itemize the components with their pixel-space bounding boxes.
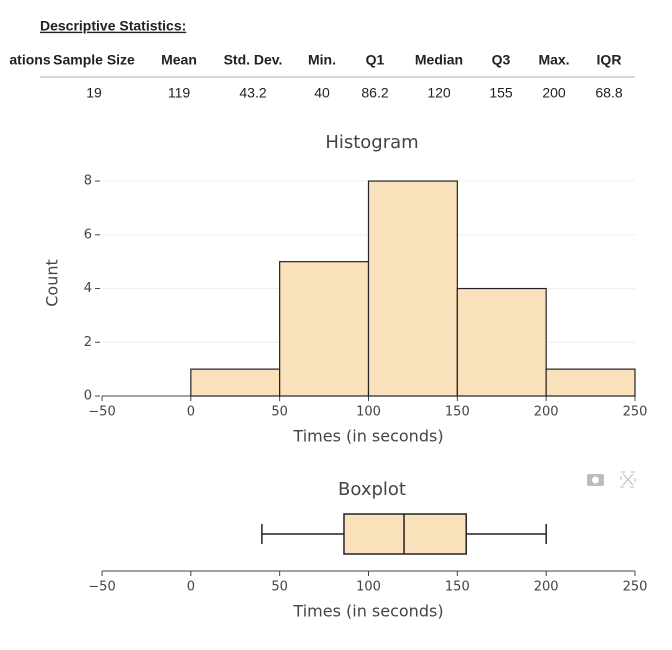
table-cell: 19 [86,85,102,101]
chart-title: Boxplot [338,479,406,500]
y-axis-title: Count [43,259,62,307]
table-header: Std. Dev. [224,52,283,68]
table-cell: 155 [489,85,513,101]
y-tick-label: 6 [84,227,92,242]
x-tick-label: 200 [534,580,559,595]
table-header: Min. [308,52,336,68]
table-cell: 68.8 [595,85,622,101]
table-header: IQR [597,52,622,68]
table-header: Max. [538,52,569,68]
table-header: Q3 [492,52,511,68]
x-axis-title: Times (in seconds) [292,602,443,621]
table-cell: 200 [542,85,566,101]
x-axis-title: Times (in seconds) [292,427,443,446]
x-tick-label: 150 [445,405,470,420]
y-tick-label: 0 [84,389,92,404]
table-cell: 120 [427,85,451,101]
x-tick-label: 250 [623,405,648,420]
table-cell: 40 [314,85,330,101]
y-tick-label: 8 [84,174,92,189]
table-header: Q1 [366,52,385,68]
table-header: Mean [161,52,197,68]
box [343,513,467,555]
camera-lens [592,476,599,484]
table-cell: 43.2 [239,85,266,101]
table-cell: 119 [168,85,191,101]
x-tick-label: 50 [271,580,288,595]
chart-title: Histogram [325,132,418,153]
bar [456,287,547,397]
x-tick-label: 0 [187,405,195,420]
x-tick-label: 150 [445,580,470,595]
y-tick-label: 4 [84,281,92,296]
bar [545,368,636,397]
x-tick-label: 0 [187,580,195,595]
bar [190,368,281,397]
autoscale-icon[interactable] [620,471,636,488]
x-tick-label: 100 [356,405,381,420]
table-header: Sample Size [53,52,135,68]
table-cell: 86.2 [361,85,388,101]
modebar[interactable] [587,471,636,488]
x-tick-label: −50 [88,405,115,420]
x-tick-label: 200 [534,405,559,420]
x-tick-label: 50 [271,405,288,420]
table-header: Median [415,52,463,68]
x-tick-label: 100 [356,580,381,595]
autoscale-cross [622,473,634,486]
x-tick-label: 250 [623,580,648,595]
bar [279,261,370,397]
bar [367,180,458,397]
y-tick-label: 2 [84,335,92,350]
table-header: ations [9,52,50,68]
table-title: Descriptive Statistics: [40,18,186,34]
x-tick-label: −50 [88,580,115,595]
